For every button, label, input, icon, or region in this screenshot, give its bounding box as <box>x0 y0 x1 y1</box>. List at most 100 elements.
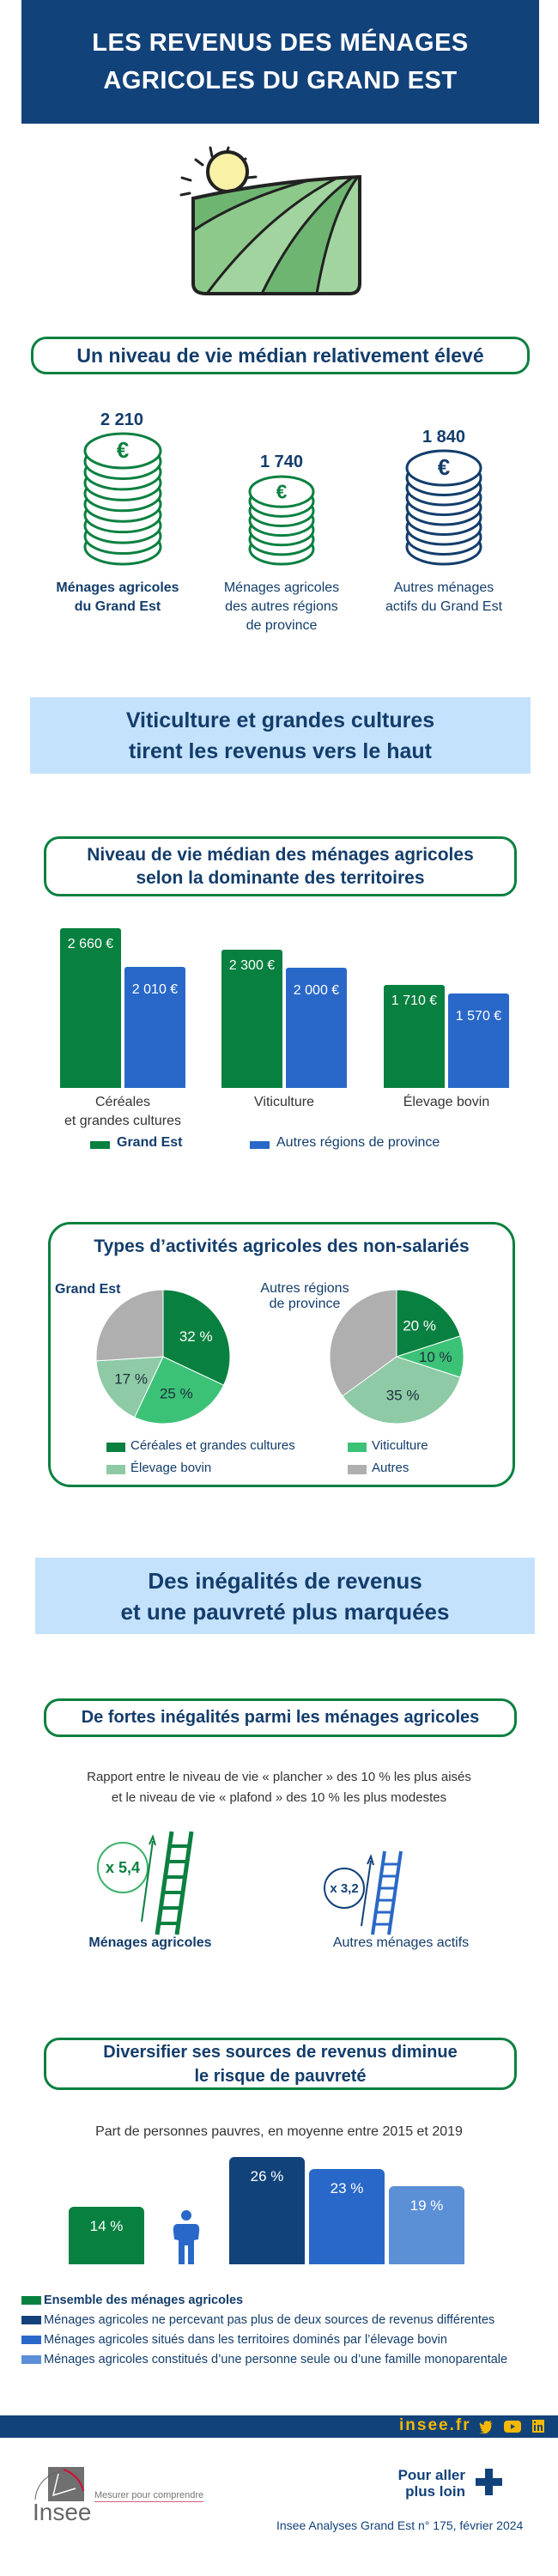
pie-slice <box>162 1289 231 1386</box>
ladder-icon <box>141 1831 194 1935</box>
plus-icon[interactable] <box>476 2469 502 2495</box>
more-info-link[interactable]: Pour aller plus loin <box>361 2467 465 2500</box>
pie-slice-label: 32 % <box>179 1328 213 1345</box>
bar-grand-est: 2 660 € <box>60 928 121 1088</box>
legend-swatch <box>21 2335 41 2344</box>
legend-row: Ensemble des ménages agricoles <box>21 2290 554 2310</box>
median-label-grand-est: Ménages agricoles du Grand Est <box>40 579 195 617</box>
legend-row: Ménages agricoles constitués d’une perso… <box>21 2349 554 2369</box>
activity-types-panel <box>48 1222 515 1487</box>
bar-grand-est: 2 300 € <box>221 950 282 1088</box>
inequality-title: De fortes inégalités parmi les ménages a… <box>44 1698 517 1737</box>
median-territory-bar-chart: 2 660 € 2 300 € 1 710 € 2 010 € 2 000 € 1 570… <box>0 910 558 1168</box>
euro-icon: € <box>117 437 129 463</box>
label-line: du Grand Est <box>74 599 161 614</box>
pie-slice-label: 20 % <box>403 1317 436 1334</box>
pie-slice-label: 17 % <box>114 1370 148 1387</box>
median-value-other-households: 1 840 <box>422 428 466 447</box>
euro-icon: € <box>438 454 450 480</box>
inequality-subtitle: Rapport entre le niveau de vie « planche… <box>26 1767 532 1808</box>
poverty-bar: 19 % <box>389 2185 464 2264</box>
bar-other-regions: 2 000 € <box>286 968 347 1088</box>
pie-slice-label: 25 % <box>160 1386 193 1402</box>
section-inequality-banner: Des inégalités de revenus et une pauvret… <box>35 1558 535 1634</box>
bar-other-regions: 1 570 € <box>448 993 509 1088</box>
footer-bar: insee.fr <box>0 2415 558 2438</box>
ratio-label-other: Autres ménages actifs <box>332 1935 470 1950</box>
pie-label-line: Autres régions <box>260 1281 349 1296</box>
bar-other-regions: 2 010 € <box>124 967 185 1088</box>
chart-median-territory-title: Niveau de vie médian des ménages agricol… <box>44 836 517 896</box>
median-value-grand-est: 2 210 <box>100 410 144 429</box>
legend-label: Autres régions de province <box>276 1135 440 1150</box>
pie-label-line: de province <box>269 1297 341 1311</box>
section-viticulture-banner: Viticulture et grandes cultures tirent l… <box>30 697 531 774</box>
insee-tagline: Mesurer pour comprendre <box>94 2490 204 2502</box>
legend-label: Élevage bovin <box>130 1461 212 1475</box>
poverty-legend: Ensemble des ménages agricoles Ménages ag… <box>21 2290 554 2369</box>
pie-label-grand-est: Grand Est <box>55 1282 121 1297</box>
pie-label-other-regions: Autres régions de province <box>240 1281 369 1312</box>
legend-swatch <box>21 2295 41 2305</box>
twitter-icon[interactable] <box>479 2420 494 2433</box>
legend-label: Ménages agricoles constitués d’une perso… <box>44 2352 508 2366</box>
more-info-line: plus loin <box>405 2483 465 2500</box>
pie-slice <box>95 1356 164 1419</box>
category-label: Viticulture <box>196 1093 373 1112</box>
coin-stack-icon: € <box>248 475 315 566</box>
poverty-subtitle: Part de personnes pauvres, en moyenne en… <box>95 2124 463 2139</box>
euro-icon: € <box>276 481 288 503</box>
legend-swatch <box>90 1141 110 1149</box>
median-label-other-regions: Ménages agricoles des autres régions de … <box>204 579 359 635</box>
legend-swatch <box>106 1465 125 1474</box>
ratio-badge-agricultural: x 5,4 <box>97 1842 149 1893</box>
pie-slice <box>329 1289 397 1397</box>
pie-slice <box>342 1356 461 1425</box>
category-label: Céréales et grandes cultures <box>34 1093 211 1131</box>
pie-slice <box>134 1356 225 1425</box>
poverty-bar: 26 % <box>229 2157 305 2264</box>
category-label-line: et grandes cultures <box>64 1114 182 1128</box>
category-label-line: Céréales <box>94 1095 151 1109</box>
person-icon <box>173 2210 200 2264</box>
legend-label: Grand Est <box>117 1135 183 1150</box>
linkedin-icon[interactable] <box>532 2420 544 2433</box>
farm-field-sun-icon <box>179 146 361 295</box>
category-label: Élevage bovin <box>358 1093 535 1112</box>
legend-label: Ménages agricoles ne percevant pas plus … <box>44 2312 495 2327</box>
label-line: de province <box>246 618 318 633</box>
subtitle-line: et le niveau de vie « plafond » des 10 %… <box>111 1790 447 1805</box>
legend-label: Autres <box>372 1461 409 1475</box>
legend-swatch <box>348 1443 367 1452</box>
poverty-title: Diversifier ses sources de revenus dimin… <box>44 2038 517 2090</box>
page-title-line2: AGRICOLES DU GRAND EST <box>103 67 458 94</box>
label-line: Ménages agricoles <box>223 580 340 595</box>
section-median-title-text: Un niveau de vie médian relativement éle… <box>76 343 484 367</box>
banner-line: tirent les revenus vers le haut <box>129 738 432 763</box>
median-value-other-regions: 1 740 <box>259 453 304 471</box>
label-line: Autres ménages <box>393 580 494 595</box>
pie-slice-label: 35 % <box>386 1388 420 1404</box>
publication-reference: Insee Analyses Grand Est n° 175, février… <box>276 2518 524 2532</box>
page-title-banner: LES REVENUS DES MÉNAGES AGRICOLES DU GRA… <box>21 0 539 124</box>
insee-link[interactable]: insee.fr <box>399 2416 471 2434</box>
coin-stack-icon: € <box>405 449 482 566</box>
youtube-icon[interactable] <box>504 2420 521 2433</box>
legend-swatch <box>250 1141 270 1149</box>
ratio-badge-other: x 3,2 <box>324 1868 365 1909</box>
pie-chart-title: Types d’activités agricoles des non-sala… <box>94 1236 470 1256</box>
label-line: des autres régions <box>225 599 338 614</box>
median-label-other-households: Autres ménages actifs du Grand Est <box>367 579 521 617</box>
poverty-bar-chart: 14 % 26 % 23 % 19 % <box>0 2138 558 2267</box>
category-label-line: Viticulture <box>254 1095 314 1109</box>
more-info-line: Pour aller <box>397 2467 465 2483</box>
label-line: Ménages agricoles <box>56 580 179 595</box>
ratio-label-agricultural: Ménages agricoles <box>88 1935 212 1950</box>
inequality-title-text: De fortes inégalités parmi les ménages a… <box>81 1708 480 1727</box>
pie-slice <box>396 1289 461 1358</box>
section-median-title: Un niveau de vie médian relativement éle… <box>31 337 530 374</box>
legend-label: Céréales et grandes cultures <box>130 1438 295 1453</box>
activity-pie-charts: 32 % 25 % 17 % 20 % 10 % 35 % <box>95 1289 464 1425</box>
coin-stack-icon: € <box>83 432 162 566</box>
chart-title-line: selon la dominante des territoires <box>136 868 425 888</box>
